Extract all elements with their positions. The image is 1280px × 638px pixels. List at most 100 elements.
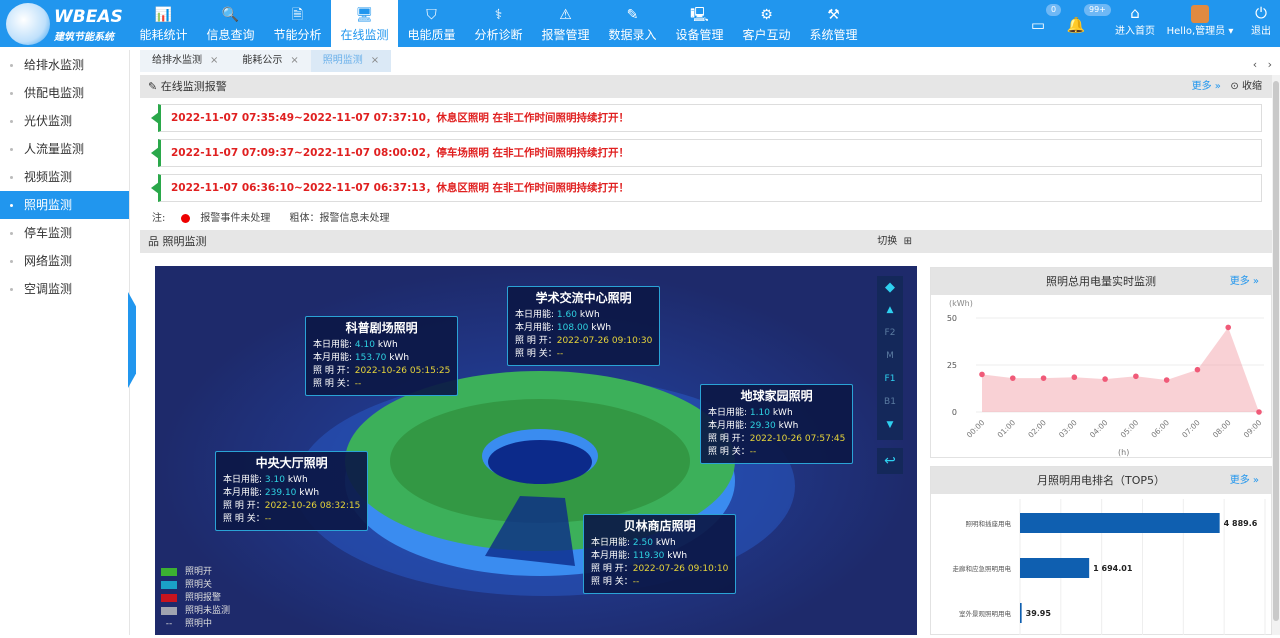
alarm-item[interactable]: 2022-11-07 06:36:10~2022-11-07 06:37:13，… [151, 174, 1262, 202]
data-point[interactable] [979, 371, 985, 378]
day-label: 本日用能: [591, 538, 631, 548]
floor-up-button[interactable]: ▲ [886, 305, 894, 315]
sidebar-item[interactable]: 网络监测 [0, 247, 129, 275]
sidebar-item[interactable]: 视频监测 [0, 163, 129, 191]
y-tick-label: 50 [947, 314, 957, 323]
sidebar-item[interactable]: 光伏监测 [0, 107, 129, 135]
data-point[interactable] [1256, 409, 1262, 415]
tab-bar: 给排水监测 × 能耗公示 × 照明监测 × [140, 50, 1240, 72]
legend-item: 照明关 [161, 579, 230, 592]
month-label: 本月用能: [591, 551, 631, 561]
tab[interactable]: 能耗公示 × [230, 50, 311, 72]
sidebar-item[interactable]: 空调监测 [0, 275, 129, 303]
tab[interactable]: 照明监测 × [310, 50, 392, 72]
nav-item[interactable]: ✎ 数据录入 [599, 0, 666, 47]
legend-item: 照明报警 [161, 592, 230, 605]
sidebar-item[interactable]: 人流量监测 [0, 135, 129, 163]
layers-icon[interactable]: ◆ [885, 280, 895, 295]
nav-item[interactable]: 🖥 在线监测 [331, 0, 398, 47]
nav-item[interactable]: ⚒ 系统管理 [800, 0, 867, 47]
popup-title: 学术交流中心照明 [535, 291, 632, 305]
globe-icon [6, 3, 50, 45]
bar[interactable] [1020, 513, 1220, 533]
close-icon[interactable]: × [370, 55, 380, 66]
alarm-more-link[interactable]: 更多 » [1191, 81, 1221, 92]
month-label: 本月用能: [313, 353, 353, 363]
data-point[interactable] [1040, 375, 1047, 381]
data-point[interactable] [1133, 373, 1139, 380]
notifications-button[interactable]: 🔔 [1064, 0, 1088, 47]
ranking-title: 月照明用电排名（TOP5） [1036, 474, 1165, 487]
data-point[interactable] [1194, 366, 1201, 373]
close-icon[interactable]: × [290, 55, 299, 66]
unit: kWh [287, 475, 308, 485]
sidebar-item[interactable]: 给排水监测 [0, 51, 129, 79]
floor-option[interactable]: F1 [884, 374, 896, 384]
on-time: 2022-10-26 05:15:25 [354, 366, 451, 376]
nav-item[interactable]: ⚙ 客户互动 [733, 0, 800, 47]
alarm-item[interactable]: 2022-11-07 07:09:37~2022-11-07 08:00:02，… [151, 139, 1262, 167]
nav-item[interactable]: ⛉ 电能质量 [398, 0, 465, 47]
messages-button[interactable]: ▭ [1026, 0, 1050, 47]
bar[interactable] [1020, 558, 1090, 578]
floor-option[interactable]: B1 [884, 397, 896, 407]
gears-icon: ⚙ [760, 7, 773, 23]
area-popup[interactable]: 中央大厅照明 本日用能: 3.10 kWh 本月用能: 239.10 kWh 照… [215, 451, 369, 531]
data-point[interactable] [1009, 375, 1016, 381]
user-menu[interactable]: Hello,管理员 ▾ [1160, 0, 1240, 47]
area-popup[interactable]: 学术交流中心照明 本日用能: 1.60 kWh 本月用能: 108.00 kWh… [507, 286, 661, 366]
floor-down-button[interactable]: ▼ [886, 420, 894, 430]
sidebar-item[interactable]: 供配电监测 [0, 79, 129, 107]
day-value: 1.60 [556, 310, 577, 320]
month-label: 本月用能: [708, 421, 748, 431]
ranking-more-link[interactable]: 更多 » [1229, 475, 1259, 486]
close-icon[interactable]: × [210, 55, 219, 66]
area-popup[interactable]: 地球家园照明 本日用能: 1.10 kWh 本月用能: 29.30 kWh 照 … [700, 384, 854, 464]
data-point[interactable] [1102, 376, 1108, 382]
area-popup[interactable]: 贝林商店照明 本日用能: 2.50 kWh 本月用能: 119.30 kWh 照… [583, 514, 737, 594]
nav-label: 在线监测 [340, 28, 389, 42]
logout-button[interactable]: ⏻ 退出 [1244, 0, 1278, 47]
alarm-item[interactable]: 2022-11-07 07:35:49~2022-11-07 07:37:10，… [151, 104, 1262, 132]
nav-item[interactable]: ⚕ 分析诊断 [465, 0, 532, 47]
edit-icon: ✎ [626, 7, 639, 23]
area-popup[interactable]: 科普剧场照明 本日用能: 4.10 kWh 本月用能: 153.70 kWh 照… [305, 316, 459, 396]
tab-label: 给排水监测 [152, 55, 202, 66]
x-tick-label: 07:00 [1180, 418, 1202, 440]
tab-scroll-arrows[interactable]: ‹ › [1252, 58, 1272, 71]
sidebar-item[interactable]: 停车监测 [0, 219, 129, 247]
chart-more-link[interactable]: 更多 » [1229, 276, 1259, 287]
nav-label: 数据录入 [608, 28, 657, 42]
grid-icon[interactable]: ⊞ [903, 236, 912, 247]
off-label: 照 明 关： [223, 514, 265, 524]
sidebar-item[interactable]: 照明监测 [0, 191, 129, 219]
building-3d-map[interactable]: 科普剧场照明 本日用能: 4.10 kWh 本月用能: 153.70 kWh 照… [155, 266, 917, 635]
page-scrollbar[interactable] [1272, 75, 1280, 635]
back-button[interactable]: ↩ [877, 448, 903, 474]
nav-item[interactable]: 🖳 设备管理 [666, 0, 733, 47]
floor-option[interactable]: F2 [884, 328, 896, 338]
unit: kWh [667, 551, 688, 561]
nav-item[interactable]: ⚠ 报警管理 [532, 0, 599, 47]
switch-view-button[interactable]: 切换 [877, 236, 898, 247]
data-point[interactable] [1225, 324, 1232, 331]
sidebar-collapse-handle[interactable] [128, 292, 136, 388]
legend-item: 照明未监测 [161, 605, 230, 618]
data-point[interactable] [1163, 377, 1170, 383]
off-time: -- [556, 349, 564, 359]
floor-option[interactable]: M [886, 351, 894, 361]
day-value: 2.50 [632, 538, 653, 548]
legend-swatch [161, 606, 177, 615]
nav-item[interactable]: 🗎 节能分析 [264, 0, 331, 47]
on-label: 照 明 开： [313, 366, 355, 376]
home-button[interactable]: ⌂ 进入首页 [1112, 0, 1158, 47]
bar-value-label: 1 694.01 [1093, 564, 1133, 573]
nav-item[interactable]: 📊 能耗统计 [130, 0, 197, 47]
tab[interactable]: 给排水监测 × [140, 50, 231, 72]
nav-item[interactable]: 🔍 信息查询 [197, 0, 264, 47]
unit: kWh [377, 340, 398, 350]
x-axis-label: (h) [1118, 448, 1129, 457]
collapse-button[interactable]: 收缩 [1242, 81, 1262, 92]
data-point[interactable] [1071, 374, 1078, 381]
bar[interactable] [1020, 603, 1022, 623]
